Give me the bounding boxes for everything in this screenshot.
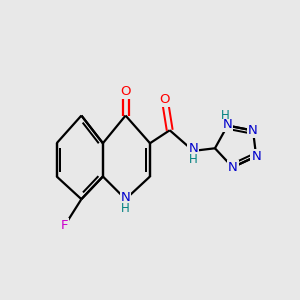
Text: H: H bbox=[121, 202, 130, 215]
Text: N: N bbox=[251, 150, 261, 163]
Text: N: N bbox=[248, 124, 258, 137]
Text: O: O bbox=[120, 85, 131, 98]
Text: H: H bbox=[189, 153, 198, 166]
Text: N: N bbox=[121, 191, 130, 204]
Text: N: N bbox=[228, 161, 238, 174]
Text: N: N bbox=[223, 118, 232, 130]
Text: H: H bbox=[221, 109, 230, 122]
Text: O: O bbox=[160, 93, 170, 106]
Text: F: F bbox=[61, 219, 68, 232]
Text: N: N bbox=[188, 142, 198, 155]
